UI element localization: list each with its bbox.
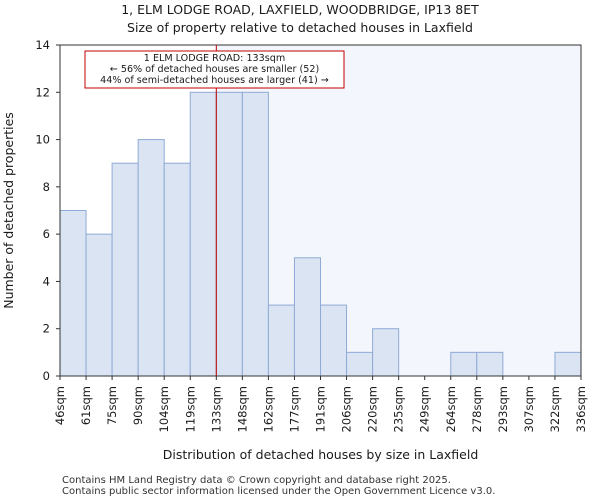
annotation-line-3: 44% of semi-detached houses are larger (… — [100, 75, 329, 86]
x-axis-ticks: 46sqm 61sqm 75sqm 90sqm 104sqm 119sqm 133sqm 14… — [53, 376, 588, 432]
footer-line-2: Contains public sector information licen… — [62, 486, 495, 497]
bar-75sqm — [111, 162, 139, 377]
x-tick-label: 191sqm — [314, 386, 328, 432]
x-tick-label: 61sqm — [79, 386, 93, 425]
bar-264sqm — [450, 351, 478, 377]
x-tick-label: 307sqm — [522, 386, 536, 432]
x-tick-label: 264sqm — [444, 386, 458, 432]
bar-148sqm — [241, 91, 269, 377]
y-axis-label: Number of detached properties — [1, 112, 16, 309]
y-tick-label: 10 — [35, 133, 50, 147]
x-tick-label: 336sqm — [574, 386, 588, 432]
y-tick-label: 0 — [43, 369, 50, 383]
bars — [59, 91, 582, 377]
x-tick-label: 177sqm — [287, 386, 301, 432]
y-tick-label: 14 — [35, 38, 50, 52]
x-tick-label: 235sqm — [392, 386, 406, 432]
x-tick-label: 278sqm — [470, 386, 484, 432]
chart-title: 1, ELM LODGE ROAD, LAXFIELD, WOODBRIDGE,… — [121, 2, 479, 17]
annotation-line-1: 1 ELM LODGE ROAD: 133sqm — [144, 53, 285, 64]
x-tick-label: 133sqm — [209, 386, 223, 432]
bar-220sqm — [372, 328, 400, 377]
x-tick-label: 104sqm — [157, 386, 171, 432]
chart-subtitle: Size of property relative to detached ho… — [127, 20, 473, 35]
x-tick-label: 148sqm — [235, 386, 249, 432]
bar-162sqm — [267, 304, 295, 377]
plot-frame — [59, 44, 582, 377]
bar-119sqm — [189, 91, 217, 377]
annotation-box: 1 ELM LODGE ROAD: 133sqm ← 56% of detach… — [84, 50, 345, 89]
bar-61sqm — [85, 233, 113, 377]
x-axis-label: Distribution of detached houses by size … — [163, 447, 479, 462]
x-tick-label: 206sqm — [340, 386, 354, 432]
y-tick-label: 6 — [43, 227, 50, 241]
y-tick-label: 12 — [35, 85, 50, 99]
x-tick-label: 220sqm — [366, 386, 380, 432]
y-tick-label: 4 — [43, 274, 50, 288]
bar-278sqm — [476, 351, 504, 377]
x-tick-label: 162sqm — [261, 386, 275, 432]
bar-104sqm — [163, 162, 191, 377]
y-tick-label: 2 — [43, 322, 50, 336]
annotation-border — [84, 50, 345, 89]
y-axis-ticks: 0 2 4 6 8 10 12 14 — [35, 38, 60, 383]
bar-322sqm — [554, 351, 582, 377]
x-tick-label: 322sqm — [548, 386, 562, 432]
y-tick-label: 8 — [43, 180, 50, 194]
x-tick-label: 119sqm — [183, 386, 197, 432]
footer-line-1: Contains HM Land Registry data © Crown c… — [62, 475, 451, 486]
bar-191sqm — [320, 304, 348, 377]
bar-177sqm — [293, 257, 322, 377]
bar-206sqm — [346, 351, 374, 377]
x-tick-label: 46sqm — [53, 386, 67, 425]
x-tick-label: 90sqm — [131, 386, 145, 425]
bar-46sqm — [59, 210, 87, 377]
bar-133sqm — [215, 91, 243, 377]
x-tick-label: 293sqm — [496, 386, 510, 432]
x-tick-label: 249sqm — [418, 386, 432, 432]
annotation-line-2: ← 56% of detached houses are smaller (52… — [110, 64, 319, 75]
x-tick-label: 75sqm — [105, 386, 119, 425]
bar-90sqm — [137, 139, 165, 377]
